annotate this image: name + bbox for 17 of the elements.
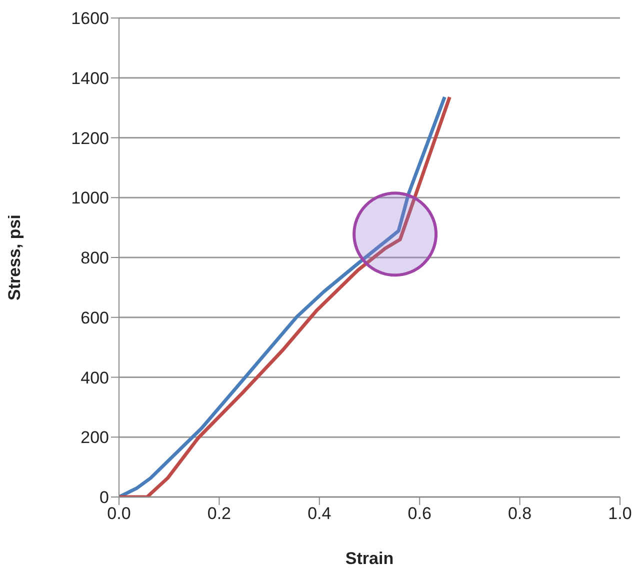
x-tick-label: 0.4 <box>308 504 332 524</box>
x-tick-label: 0.6 <box>408 504 432 524</box>
y-tick-label: 400 <box>80 368 109 388</box>
y-tick-label: 0 <box>100 488 109 508</box>
y-tick-label: 200 <box>80 428 109 448</box>
y-tick-label: 800 <box>80 248 109 268</box>
x-tick-label: 1.0 <box>608 504 632 524</box>
y-tick-label: 1200 <box>71 128 109 148</box>
y-tick-label: 600 <box>80 308 109 328</box>
x-tick-label: 0.0 <box>107 504 131 524</box>
y-tick-label: 1600 <box>71 9 109 28</box>
x-axis-title: Strain <box>345 549 394 568</box>
x-tick-label: 0.8 <box>508 504 532 524</box>
y-tick-label: 1400 <box>71 68 109 88</box>
y-tick-label: 1000 <box>71 188 109 208</box>
x-tick-label: 0.2 <box>207 504 232 524</box>
y-axis-title: Stress, psi <box>5 214 24 300</box>
